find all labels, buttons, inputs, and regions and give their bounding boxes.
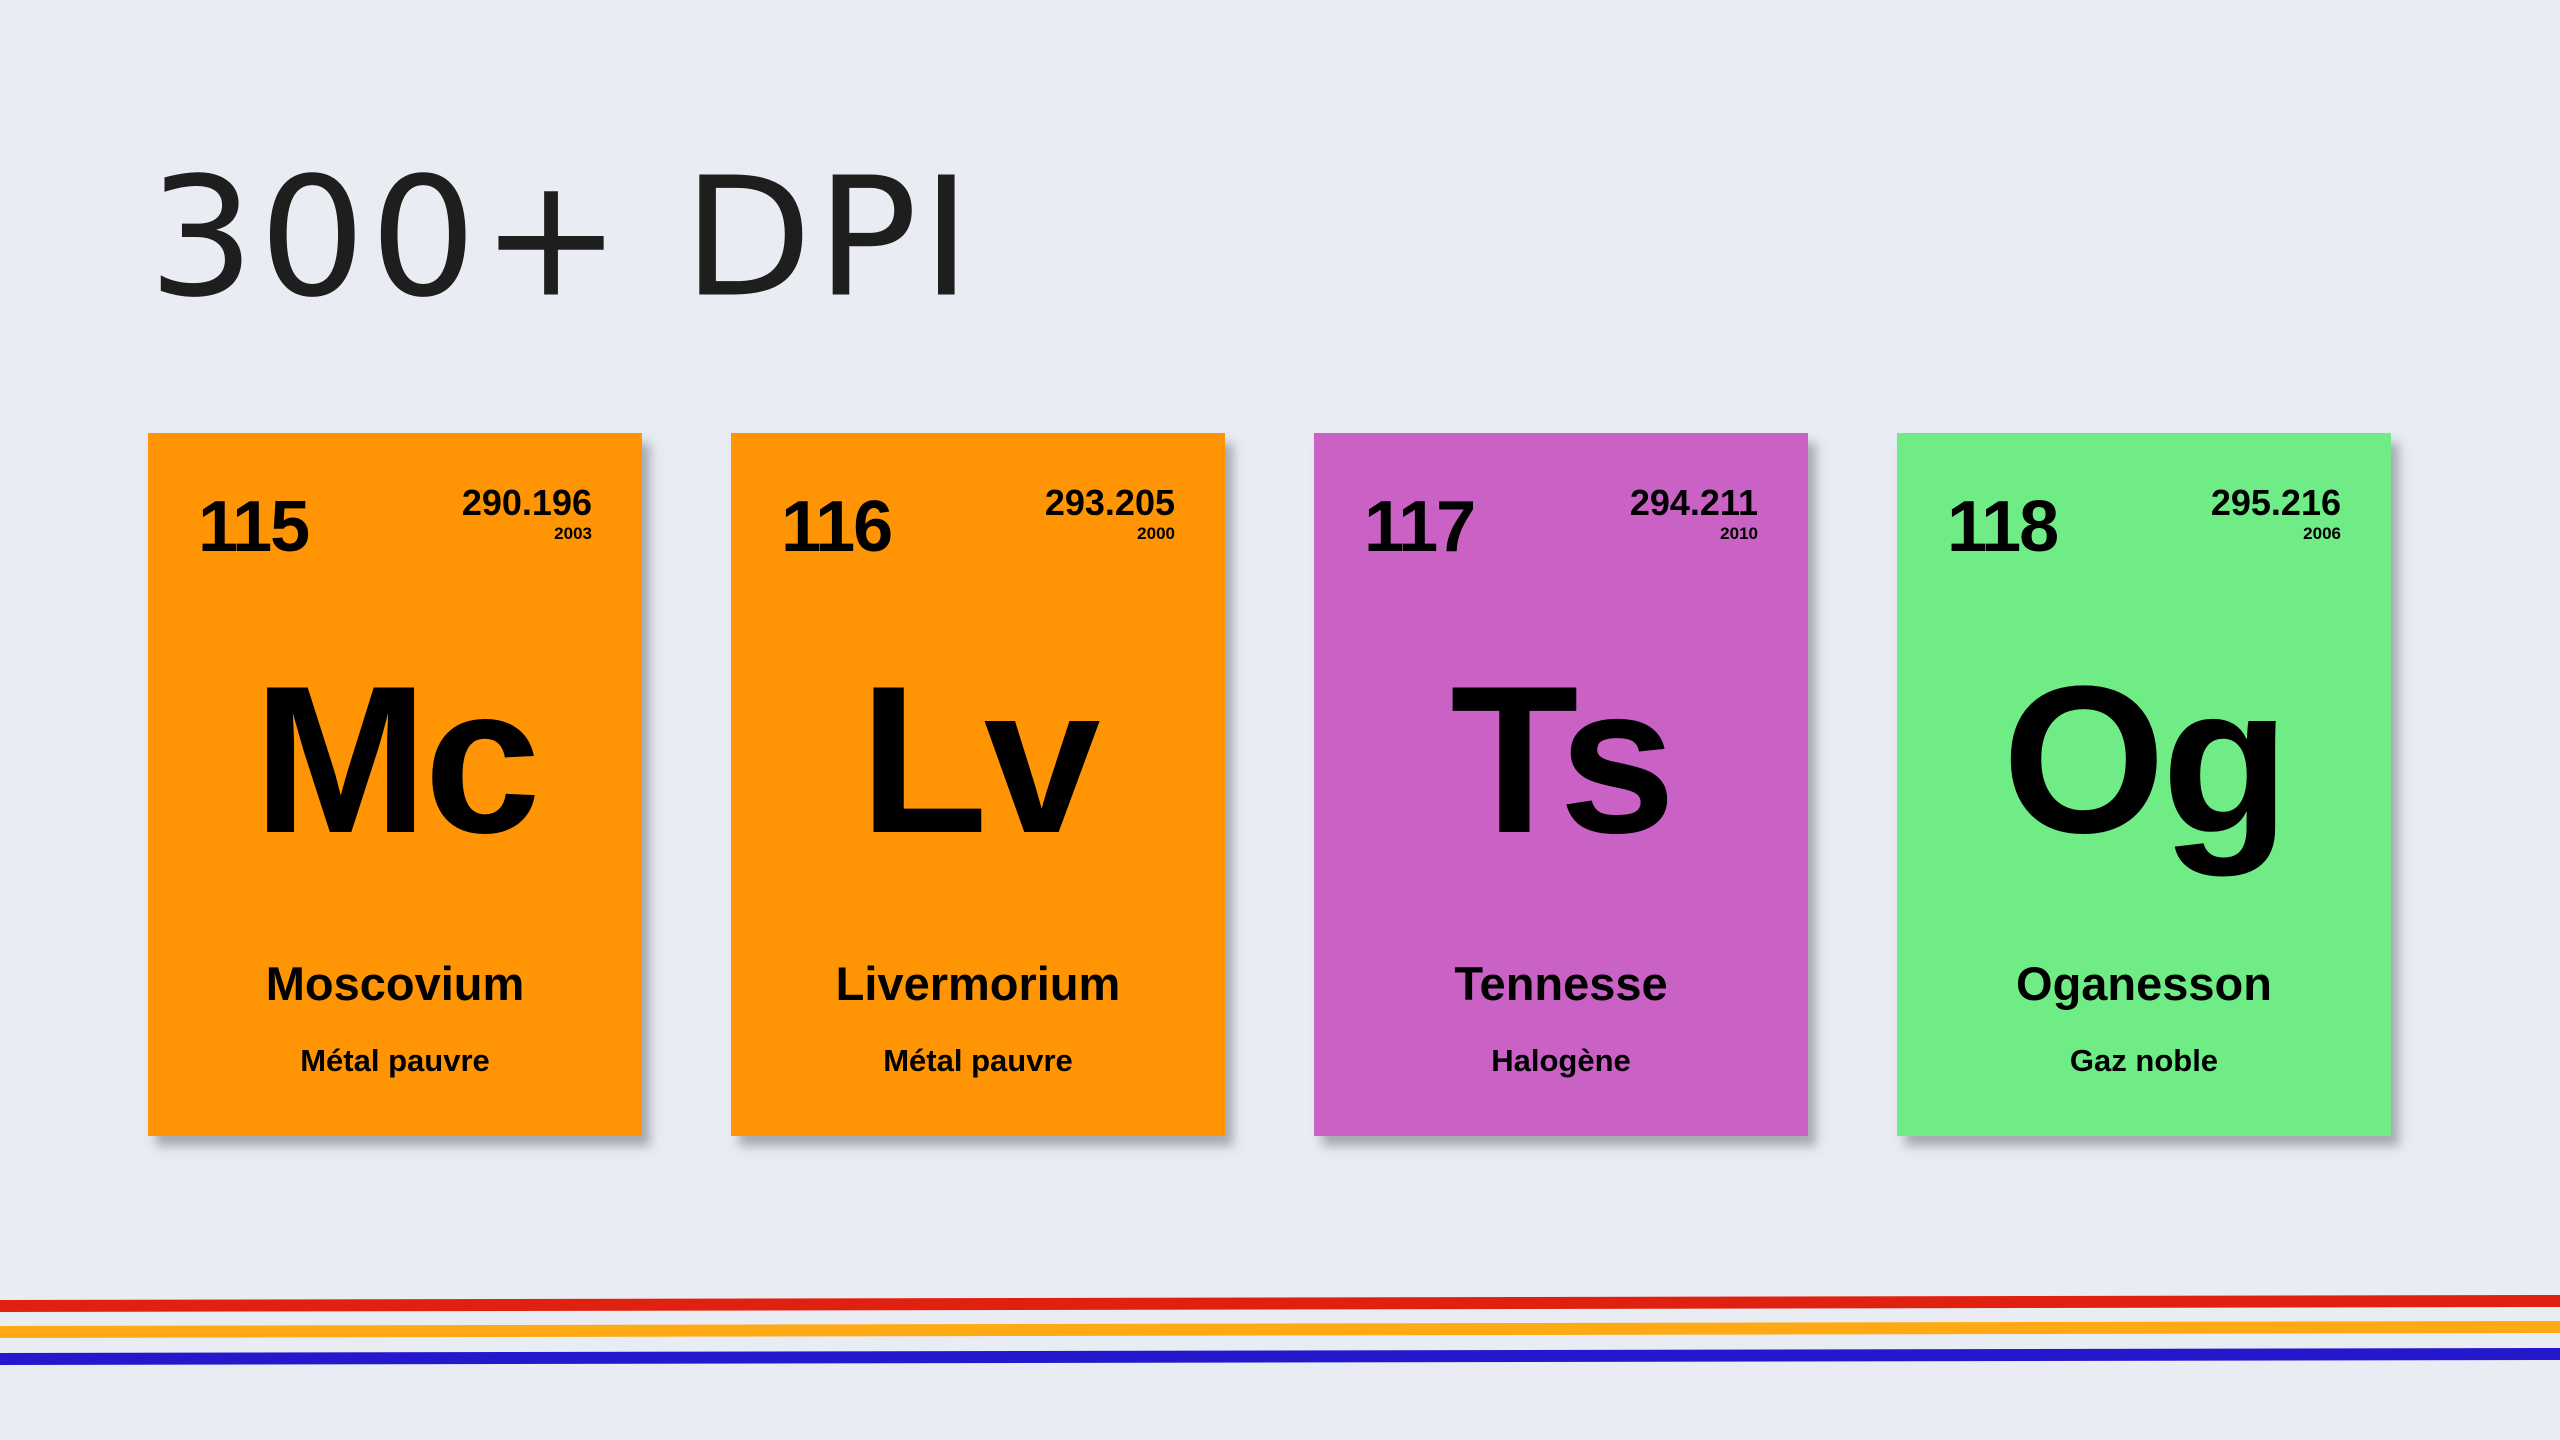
element-symbol: Lv: [859, 642, 1100, 877]
decorative-stripes: [0, 1295, 2560, 1365]
element-card-moscovium: 115 290.196 2003 Mc Moscovium Métal pauv…: [148, 433, 642, 1136]
element-category: Gaz noble: [2069, 1043, 2219, 1078]
element-card-oganesson: 118 295.216 2006 Og Oganesson Gaz noble: [1897, 433, 2391, 1136]
element-name: Tennesse: [1454, 957, 1668, 1010]
stripe-blue: [0, 1348, 2560, 1365]
element-category: Halogène: [1491, 1043, 1631, 1078]
element-symbol: Og: [2002, 642, 2290, 877]
element-name: Oganesson: [2016, 957, 2272, 1010]
discovery-year: 2010: [1720, 524, 1758, 543]
element-symbol: Mc: [253, 642, 541, 877]
atomic-mass: 293.205: [1044, 482, 1175, 523]
element-category: Métal pauvre: [883, 1043, 1073, 1078]
atomic-number: 118: [1947, 487, 2059, 567]
atomic-mass: 295.216: [2210, 482, 2341, 523]
element-card-livermorium: 116 293.205 2000 Lv Livermorium Métal pa…: [731, 433, 1225, 1136]
page-title: 300+ DPI: [148, 141, 976, 334]
discovery-year: 2003: [554, 524, 592, 543]
element-category: Métal pauvre: [300, 1043, 490, 1078]
discovery-year: 2000: [1137, 524, 1175, 543]
element-card-tennesse: 117 294.211 2010 Ts Tennesse Halogène: [1314, 433, 1808, 1136]
atomic-number: 116: [781, 487, 893, 567]
element-name: Moscovium: [265, 957, 525, 1010]
stripe-orange: [0, 1321, 2560, 1338]
stripe-red: [0, 1295, 2560, 1312]
element-name: Livermorium: [835, 957, 1121, 1010]
atomic-number: 115: [198, 487, 310, 567]
atomic-mass: 294.211: [1629, 482, 1758, 523]
element-symbol: Ts: [1450, 642, 1675, 877]
atomic-mass: 290.196: [461, 482, 592, 523]
discovery-year: 2006: [2303, 524, 2341, 543]
atomic-number: 117: [1364, 487, 1476, 567]
